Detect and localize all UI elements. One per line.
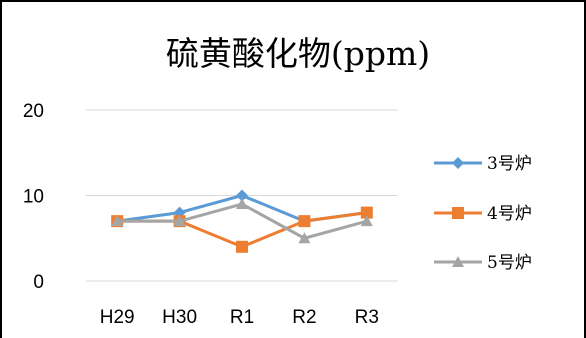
x-tick-label: H29 [100,307,135,328]
legend-entry: 4号炉 [434,204,532,224]
x-tick-label: R3 [355,307,379,328]
legend-marker [452,157,464,169]
data-point [236,198,248,210]
y-tick-label: 0 [33,272,44,293]
data-point [360,215,373,227]
plot-series [111,189,373,253]
data-point [236,189,248,202]
data-point [111,215,124,227]
chart-title: 硫黄酸化物(ppm) [166,34,430,73]
legend-label: 5号炉 [487,253,532,273]
y-axis-ticks: 0 10 20 [23,101,44,293]
x-tick-label: R2 [292,307,316,328]
legend-entry: 5号炉 [434,253,532,273]
x-tick-label: H30 [162,307,197,328]
data-point [236,240,248,253]
y-tick-label: 10 [23,187,44,208]
data-point [298,215,311,228]
x-tick-label: R1 [230,307,254,328]
series-2 [111,198,373,244]
data-point [173,215,186,227]
legend-label: 4号炉 [487,204,532,224]
data-point [360,206,373,219]
data-point [298,232,311,244]
y-tick-label: 20 [23,101,44,122]
x-axis-ticks: H29 H30 R1 R2 R3 [100,307,379,328]
legend-entry: 3号炉 [434,154,532,174]
legend: 3号炉 4号炉 5号炉 [434,154,532,273]
legend-label: 3号炉 [487,154,532,174]
legend-marker [452,256,464,267]
legend-marker [452,207,464,219]
